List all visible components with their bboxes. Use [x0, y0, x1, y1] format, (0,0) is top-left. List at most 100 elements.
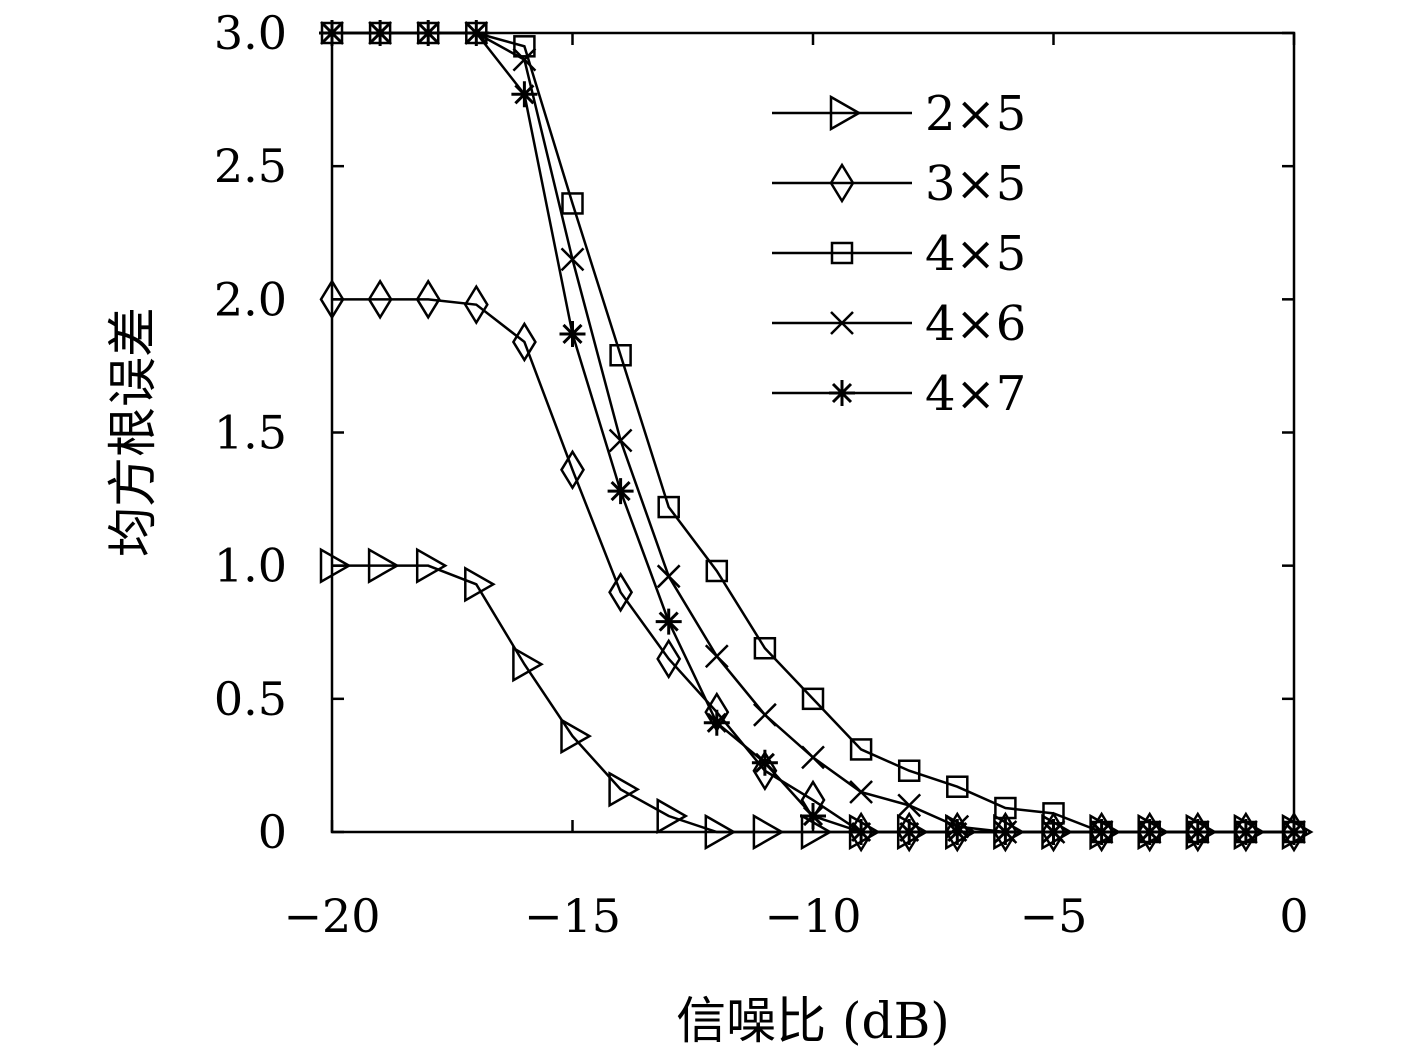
data-point [609, 344, 632, 367]
data-point [415, 547, 448, 584]
data-point [608, 571, 634, 613]
data-point [1184, 819, 1211, 845]
series-star [319, 20, 1307, 845]
data-point [656, 564, 681, 589]
data-point [751, 749, 778, 776]
y-tick-label: 2.0 [214, 272, 287, 326]
data-point [513, 35, 536, 58]
legend-label: 4×5 [925, 226, 1026, 282]
data-point [319, 278, 345, 320]
x-tick-label: −10 [764, 889, 861, 943]
data-point [753, 702, 777, 727]
series-line [332, 31, 1294, 834]
data-point [830, 241, 854, 265]
axis-tick-labels: −20 −15 −10 −5 0 0 0.5 1.0 1.5 2.0 2.5 3.0 [214, 6, 1309, 943]
data-point [1040, 819, 1067, 845]
data-point [994, 796, 1017, 820]
data-point [319, 547, 352, 584]
legend-entry: 2×5 [772, 86, 1026, 142]
data-point [829, 162, 855, 204]
data-point [415, 278, 441, 320]
data-point [607, 478, 634, 505]
y-tick-label: 3.0 [214, 6, 287, 60]
data-point [464, 566, 496, 603]
legend-label: 4×7 [925, 366, 1026, 422]
data-point [848, 819, 875, 845]
series-diamond [319, 278, 1307, 853]
legend-label: 4×6 [925, 296, 1026, 352]
legend-entry: 4×6 [772, 296, 1026, 352]
data-point [801, 687, 825, 711]
data-point [703, 709, 730, 736]
y-tick-label: 1.0 [214, 539, 287, 593]
data-point [800, 813, 833, 851]
data-point [704, 644, 729, 669]
legend-entry: 4×7 [772, 366, 1026, 422]
data-point [849, 738, 873, 761]
data-point [752, 750, 778, 792]
data-point [656, 638, 682, 680]
data-point [560, 449, 585, 491]
x-tick-label: −20 [283, 889, 380, 943]
y-tick-label: 2.5 [214, 139, 287, 193]
data-point [559, 320, 586, 347]
x-axis-title: 信噪比 (dB) [676, 992, 950, 1050]
data-point [829, 94, 862, 132]
x-tick-label: 0 [1279, 889, 1308, 943]
data-point [656, 797, 689, 835]
data-point [608, 771, 641, 808]
data-point [512, 47, 537, 72]
legend-entry: 4×5 [772, 226, 1026, 282]
y-tick-label: 0 [258, 805, 287, 859]
y-tick-label: 1.5 [214, 406, 287, 460]
data-point [367, 278, 393, 320]
series-line [332, 31, 1294, 834]
data-point [512, 646, 544, 683]
y-tick-label: 0.5 [214, 672, 287, 726]
data-point [829, 380, 855, 406]
data-point [655, 608, 682, 635]
series-line [332, 298, 1294, 834]
data-point [608, 428, 633, 453]
data-point [944, 819, 971, 845]
plot-frame [330, 31, 1296, 834]
data-point [896, 819, 923, 845]
series-x [320, 21, 1306, 844]
data-point [1136, 819, 1163, 845]
legend-label: 3×5 [925, 156, 1026, 212]
legend-entry: 3×5 [772, 156, 1026, 212]
series-line [332, 31, 1294, 834]
data-point [705, 559, 729, 583]
data-point [657, 495, 680, 519]
series-square [320, 21, 1306, 844]
data-point [367, 547, 400, 584]
data-point [1232, 819, 1259, 845]
data-point [946, 775, 969, 798]
data-point [801, 745, 825, 770]
data-point [800, 803, 826, 830]
y-axis-title: 均方根误差 [104, 307, 162, 557]
data-point [753, 636, 777, 660]
data-point [463, 20, 490, 46]
data-point [897, 759, 921, 782]
data-point [319, 20, 345, 46]
data-point [897, 793, 922, 818]
data-point [415, 20, 442, 46]
axis-ticks [330, 31, 1296, 834]
data-point [992, 819, 1019, 845]
data-point [560, 247, 585, 272]
data-point [704, 813, 737, 851]
data-point [849, 780, 873, 804]
data-point [367, 20, 394, 46]
legend: 2×5 3×5 4×5 4×6 4×7 [772, 86, 1026, 422]
legend-label: 2×5 [925, 86, 1026, 142]
data-point [752, 813, 785, 851]
data-point [830, 311, 854, 335]
data-point [511, 321, 537, 363]
data-point [463, 284, 489, 326]
data-point [1281, 819, 1307, 845]
data-point [561, 192, 584, 215]
data-point [1088, 819, 1115, 845]
x-tick-label: −5 [1020, 889, 1088, 943]
